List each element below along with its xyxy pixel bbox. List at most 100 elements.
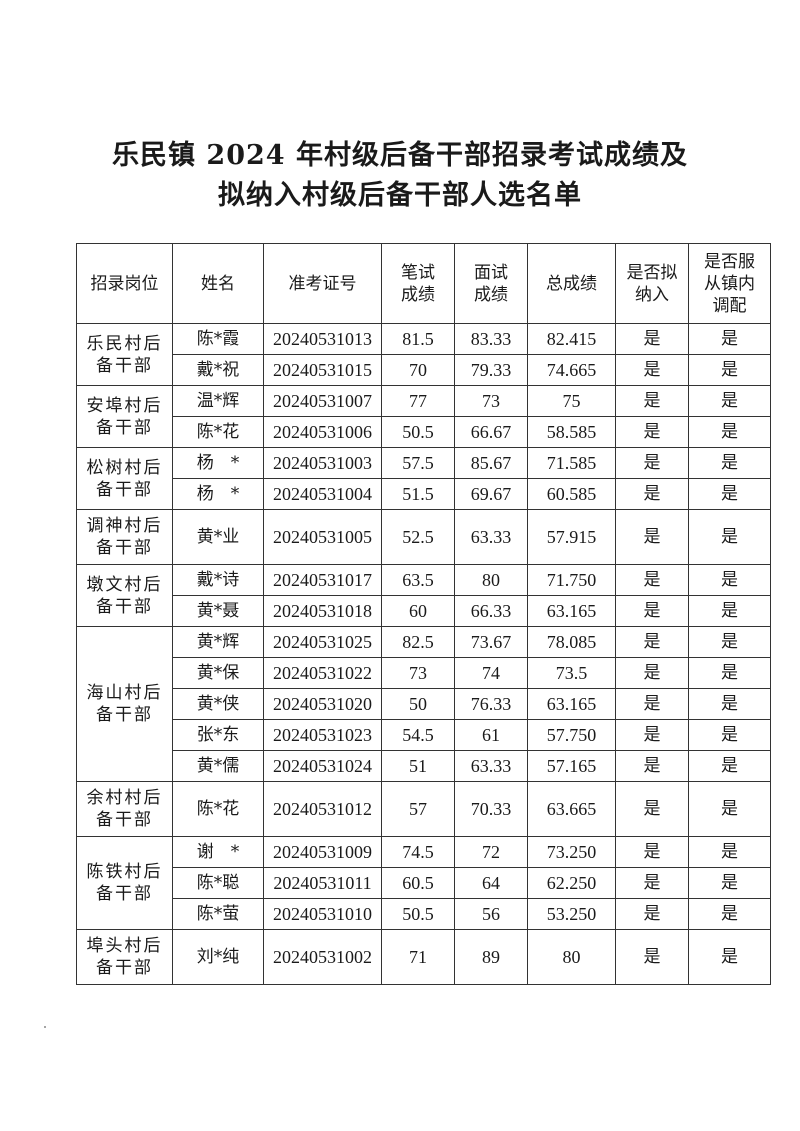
table-row: 海山村后备干部 黄*辉 20240531025 82.5 73.67 78.085 是是	[76, 626, 771, 782]
written-score-cell: 57	[381, 781, 455, 837]
interview-score-cell: 66.67	[454, 416, 528, 448]
written-score-cell: 81.5	[381, 323, 455, 355]
total-score-cell: 57.750	[527, 719, 616, 751]
total-score-cell: 62.250	[527, 867, 616, 899]
header-accept-transfer: 是否服 从镇内 调配	[688, 243, 771, 324]
interview-score-cell: 64	[454, 867, 528, 899]
interview-score-cell: 61	[454, 719, 528, 751]
exam-id-cell: 20240531003	[263, 447, 382, 479]
candidate-name-cell: 陈*花	[172, 781, 264, 837]
candidate-name-cell: 黄*侠	[172, 688, 264, 720]
total-score-cell: 63.165	[527, 688, 616, 720]
selected-cell: 是	[615, 867, 689, 899]
selected-cell: 是	[615, 719, 689, 751]
total-score-cell: 71.585	[527, 447, 616, 479]
candidate-name-cell: 陈*霞	[172, 323, 264, 355]
accept-transfer-cell: 是	[688, 836, 771, 868]
candidate-name-cell: 陈*花	[172, 416, 264, 448]
interview-score-cell: 72	[454, 836, 528, 868]
header-position: 招录岗位	[76, 243, 173, 324]
table-row: 杨 * 20240531004 51.5 69.67 60.585 是是	[77, 478, 771, 510]
written-score-cell: 77	[381, 385, 455, 417]
total-score-cell: 63.665	[527, 781, 616, 837]
table-row: 安埠村后备干部 温*辉 20240531007 77 73 75 是是	[76, 385, 771, 448]
accept-transfer-cell: 是	[688, 688, 771, 720]
accept-transfer-cell: 是	[688, 354, 771, 386]
written-score-cell: 60.5	[381, 867, 455, 899]
position-cell: 调神村后备干部	[76, 509, 173, 565]
written-score-cell: 51.5	[381, 478, 455, 510]
interview-score-cell: 83.33	[454, 323, 528, 355]
exam-id-cell: 20240531024	[263, 750, 382, 782]
position-cell: 安埠村后备干部	[76, 385, 173, 448]
total-score-cell: 57.915	[527, 509, 616, 565]
accept-transfer-cell: 是	[688, 509, 771, 565]
interview-score-cell: 85.67	[454, 447, 528, 479]
position-cell: 埠头村后备干部	[76, 929, 173, 985]
candidate-name-cell: 黄*保	[172, 657, 264, 689]
total-score-cell: 58.585	[527, 416, 616, 448]
header-total-score: 总成绩	[527, 243, 616, 324]
selected-cell: 是	[615, 595, 689, 627]
written-score-cell: 60	[381, 595, 455, 627]
interview-score-cell: 79.33	[454, 354, 528, 386]
accept-transfer-cell: 是	[688, 719, 771, 751]
candidate-name-cell: 张*东	[172, 719, 264, 751]
interview-score-cell: 63.33	[454, 750, 528, 782]
accept-transfer-cell: 是	[688, 478, 771, 510]
accept-transfer-cell: 是	[688, 626, 771, 658]
exam-id-cell: 20240531020	[263, 688, 382, 720]
selected-cell: 是	[615, 657, 689, 689]
total-score-cell: 73.250	[527, 836, 616, 868]
accept-transfer-cell: 是	[688, 385, 771, 417]
candidate-name-cell: 黄*儒	[172, 750, 264, 782]
total-score-cell: 57.165	[527, 750, 616, 782]
exam-id-cell: 20240531013	[263, 323, 382, 355]
document-title-line-2: 拟纳入村级后备干部人选名单	[218, 180, 582, 211]
interview-score-cell: 56	[454, 898, 528, 930]
exam-id-cell: 20240531005	[263, 509, 382, 565]
table-row: 乐民村后备干部 陈*霞 20240531013 81.5 83.33 82.415 是是	[76, 323, 771, 386]
exam-id-cell: 20240531018	[263, 595, 382, 627]
written-score-cell: 63.5	[381, 564, 455, 596]
position-cell: 陈铁村后备干部	[76, 836, 173, 930]
candidate-name-cell: 陈*聪	[172, 867, 264, 899]
candidate-name-cell: 刘*纯	[172, 929, 264, 985]
written-score-cell: 50.5	[381, 416, 455, 448]
table-row: 松树村后备干部杨 * 20240531003 57.5 85.67 71.585 是是	[76, 447, 771, 510]
interview-score-cell: 69.67	[454, 478, 528, 510]
accept-transfer-cell: 是	[688, 416, 771, 448]
table-row: 墩文村后备干部 戴*诗 20240531017 63.5 80 71.750 是是	[76, 564, 771, 627]
total-score-cell: 74.665	[527, 354, 616, 386]
interview-score-cell: 76.33	[454, 688, 528, 720]
position-cell: 余村村后备干部	[76, 781, 173, 837]
exam-id-cell: 20240531015	[263, 354, 382, 386]
exam-id-cell: 20240531011	[263, 867, 382, 899]
candidate-name-cell: 谢 *	[172, 836, 264, 868]
interview-score-cell: 89	[454, 929, 528, 985]
table-row: 张*东 20240531023 54.5 61 57.750 是是	[77, 719, 771, 751]
written-score-cell: 82.5	[381, 626, 455, 658]
interview-score-cell: 73.67	[454, 626, 528, 658]
accept-transfer-cell: 是	[688, 323, 771, 355]
candidate-name-cell: 黄*业	[172, 509, 264, 565]
header-interview-score: 面试 成绩	[454, 243, 528, 324]
candidate-name-cell: 杨 *	[172, 447, 264, 479]
total-score-cell: 80	[527, 929, 616, 985]
interview-score-cell: 66.33	[454, 595, 528, 627]
exam-id-cell: 20240531006	[263, 416, 382, 448]
selected-cell: 是	[615, 929, 689, 985]
position-cell: 海山村后备干部	[76, 626, 173, 782]
selected-cell: 是	[615, 447, 689, 479]
accept-transfer-cell: 是	[688, 447, 771, 479]
table-row: 埠头村后备干部 刘*纯 20240531002 71 89 80 是是	[76, 929, 771, 985]
candidate-name-cell: 戴*诗	[172, 564, 264, 596]
written-score-cell: 70	[381, 354, 455, 386]
written-score-cell: 71	[381, 929, 455, 985]
table-row: 黄*保 20240531022 73 74 73.5 是是	[77, 657, 771, 689]
header-row: 招录岗位 姓名 准考证号 笔试 成绩 面试 成绩 总成绩 是否拟 纳入 是否服 …	[76, 243, 771, 324]
candidate-name-cell: 黄*聂	[172, 595, 264, 627]
total-score-cell: 63.165	[527, 595, 616, 627]
total-score-cell: 82.415	[527, 323, 616, 355]
header-written-score: 笔试 成绩	[381, 243, 455, 324]
